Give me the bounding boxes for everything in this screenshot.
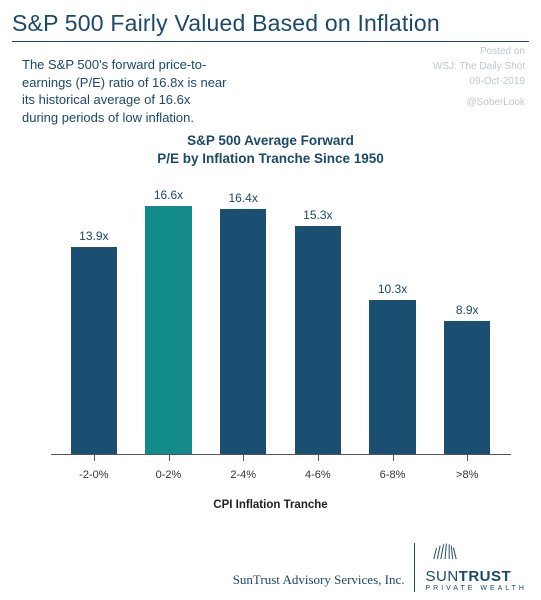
- bar-value-label: 16.4x: [229, 191, 258, 205]
- bar-chart: 13.9x 16.6x 16.4x 15.3x 10.3x 8.9x -2-0%0-2%2…: [21, 185, 521, 495]
- sunburst-icon: [431, 543, 459, 561]
- bars-container: 13.9x 16.6x 16.4x 15.3x 10.3x 8.9x: [51, 185, 511, 454]
- meta-handle: @SoberLook: [433, 95, 525, 110]
- bar: [444, 321, 490, 454]
- brand-subline: PRIVATE WEALTH: [425, 585, 527, 592]
- bar-wrap: 16.4x: [206, 185, 281, 454]
- chart-title-line1: S&P 500 Average Forward: [187, 133, 354, 148]
- bar-value-label: 13.9x: [79, 229, 108, 243]
- meta-posted: Posted on: [433, 44, 525, 59]
- bar-value-label: 8.9x: [456, 303, 479, 317]
- x-tick: 0-2%: [131, 455, 206, 495]
- x-ticks: -2-0%0-2%2-4%4-6%6-8%>8%: [51, 455, 511, 495]
- brand-name: SUNTRUST: [425, 568, 527, 585]
- bar-wrap: 10.3x: [355, 185, 430, 454]
- chart-title-line2: P/E by Inflation Tranche Since 1950: [157, 151, 384, 166]
- x-tick: 4-6%: [281, 455, 356, 495]
- commentary-text: The S&P 500's forward price-to-earnings …: [0, 42, 230, 126]
- bar: [71, 247, 117, 455]
- footer-advisory: SunTrust Advisory Services, Inc.: [233, 572, 405, 592]
- x-tick: -2-0%: [57, 455, 132, 495]
- plot-area: 13.9x 16.6x 16.4x 15.3x 10.3x 8.9x: [51, 185, 511, 455]
- bar-value-label: 15.3x: [303, 208, 332, 222]
- x-axis-label: CPI Inflation Tranche: [0, 499, 541, 511]
- meta-source: WSJ: The Daily Shot: [433, 59, 525, 74]
- x-tick: 2-4%: [206, 455, 281, 495]
- bar-value-label: 10.3x: [378, 282, 407, 296]
- brand-b: TRUST: [459, 568, 512, 585]
- page-title: S&P 500 Fairly Valued Based on Inflation: [0, 0, 541, 41]
- footer: SunTrust Advisory Services, Inc. SUNTRUS…: [14, 543, 527, 592]
- x-tick: >8%: [430, 455, 505, 495]
- bar: [220, 209, 266, 454]
- x-tick: 6-8%: [355, 455, 430, 495]
- brand-a: SUN: [425, 568, 458, 585]
- chart-title: S&P 500 Average Forward P/E by Inflation…: [0, 132, 541, 167]
- bar-value-label: 16.6x: [154, 188, 183, 202]
- bar-wrap: 8.9x: [430, 185, 505, 454]
- bar: [145, 206, 191, 454]
- bar-wrap: 13.9x: [57, 185, 132, 454]
- meta-date: 09-Oct-2019: [433, 74, 525, 89]
- meta-block: Posted on WSJ: The Daily Shot 09-Oct-201…: [433, 44, 525, 110]
- bar-wrap: 16.6x: [131, 185, 206, 454]
- bar: [369, 300, 415, 454]
- bar: [295, 226, 341, 455]
- bar-wrap: 15.3x: [281, 185, 356, 454]
- brand-logo: SUNTRUST PRIVATE WEALTH: [414, 543, 527, 592]
